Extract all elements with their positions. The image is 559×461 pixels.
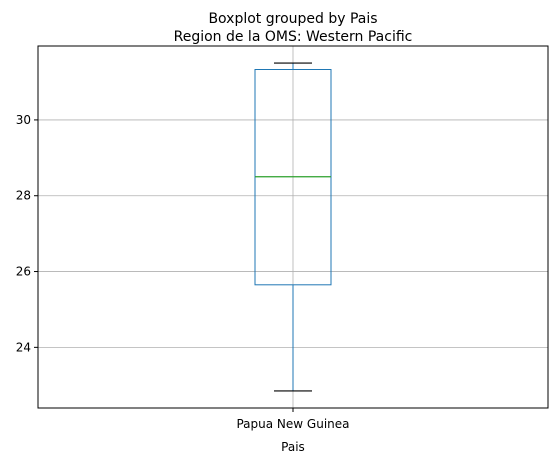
y-axis-ticks: 24 26 28 30 (16, 113, 38, 354)
x-tick-label: Papua New Guinea (236, 417, 349, 431)
chart-suptitle: Boxplot grouped by Pais (208, 11, 377, 27)
y-tick-label: 28 (16, 189, 31, 203)
plot-frame (37, 45, 549, 409)
grid-lines (38, 46, 548, 408)
y-tick-label: 24 (16, 340, 31, 354)
x-axis-ticks: Papua New Guinea (236, 408, 350, 431)
x-axis-label: Pais (281, 440, 305, 454)
chart-title: Region de la OMS: Western Pacific (174, 29, 413, 45)
y-tick-label: 26 (16, 265, 31, 279)
y-tick-label: 30 (16, 113, 31, 127)
box-group (254, 62, 332, 392)
